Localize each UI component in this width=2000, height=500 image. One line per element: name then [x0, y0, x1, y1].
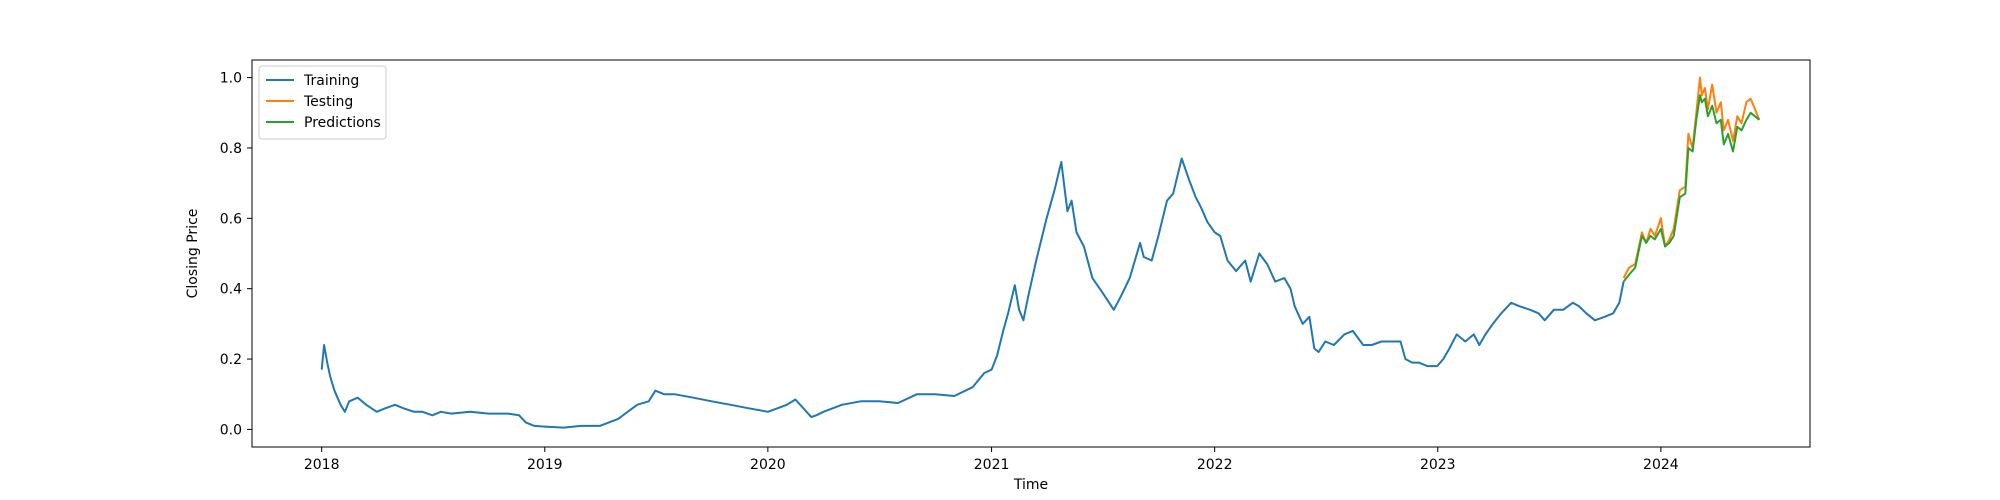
y-tick-label: 0.2: [220, 352, 242, 368]
x-axis-label: Time: [1013, 477, 1048, 493]
y-tick-label: 0.6: [220, 211, 242, 227]
x-tick-label: 2024: [1643, 457, 1679, 473]
y-tick-label: 0.8: [220, 141, 242, 157]
y-tick-label: 1.0: [220, 71, 242, 87]
legend-box: [258, 65, 387, 140]
legend-label-predictions: Predictions: [304, 115, 381, 131]
axes: 2018 2019 2020 2021 2022 2023 2024 0.0 0.2 0.4 0.6…: [220, 59, 1811, 473]
legend-label-testing: Testing: [303, 94, 353, 110]
plot-frame: [251, 59, 1811, 448]
legend: Training Testing Predictions: [258, 65, 387, 140]
y-tick-label: 0.4: [220, 282, 242, 298]
x-tick-label: 2019: [527, 457, 563, 473]
x-tick-label: 2022: [1197, 457, 1233, 473]
series-line-testing: [1622, 76, 1761, 279]
x-tick-label: 2020: [750, 457, 786, 473]
x-tick-label: 2021: [974, 457, 1010, 473]
y-axis-label: Closing Price: [185, 209, 201, 299]
plot-area: [320, 76, 1761, 429]
x-tick-label: 2023: [1420, 457, 1456, 473]
series-line-training: [320, 157, 1625, 429]
series-line-predictions: [1622, 94, 1760, 283]
y-tick-label: 0.0: [220, 422, 242, 438]
legend-label-training: Training: [303, 73, 359, 89]
x-tick-label: 2018: [304, 457, 340, 473]
